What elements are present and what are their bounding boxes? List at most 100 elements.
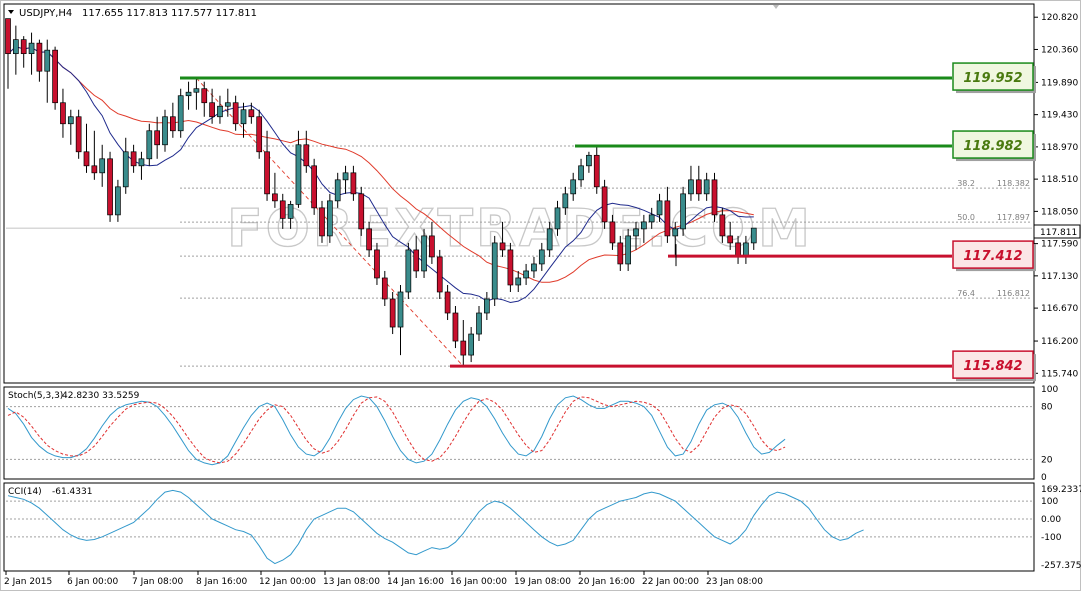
time-tick-label: 20 Jan 16:00 bbox=[578, 577, 635, 587]
candle bbox=[99, 144, 106, 187]
candle-body bbox=[609, 221, 616, 244]
time-tick-label: 2 Jan 2015 bbox=[4, 577, 52, 587]
candle-body bbox=[664, 200, 671, 237]
candle-body bbox=[311, 165, 317, 209]
candle-body bbox=[240, 109, 247, 125]
candle bbox=[397, 284, 404, 356]
candle-body bbox=[256, 116, 263, 153]
candle bbox=[279, 193, 286, 229]
support-level: 117.412 bbox=[668, 240, 1036, 272]
candle bbox=[67, 109, 74, 145]
candle bbox=[201, 81, 208, 117]
candle bbox=[146, 123, 153, 166]
chevron-down-icon[interactable] bbox=[773, 5, 779, 9]
candle bbox=[436, 249, 443, 299]
level-label: 117.412 bbox=[963, 249, 1022, 264]
candle-body bbox=[719, 214, 726, 237]
candle bbox=[703, 172, 710, 201]
time-tick-label: 12 Jan 00:00 bbox=[259, 577, 316, 587]
candle-body bbox=[578, 165, 584, 181]
candle bbox=[491, 235, 498, 306]
cci-line bbox=[7, 489, 864, 565]
candle-body bbox=[405, 249, 412, 293]
candle-body bbox=[625, 235, 632, 265]
ohlc-readout: 117.655 117.813 117.577 117.811 bbox=[82, 8, 257, 19]
cci-axis: 169.2337 100 0.00 -100 -257.3755 bbox=[1041, 485, 1081, 571]
time-tick-label: 8 Jan 16:00 bbox=[196, 577, 248, 587]
candle-body bbox=[209, 102, 215, 118]
stochastic-title: Stoch(5,3,3) bbox=[8, 391, 63, 401]
candle-body bbox=[201, 88, 208, 104]
cci-tick-label: -257.3755 bbox=[1041, 561, 1081, 571]
candle bbox=[264, 130, 270, 201]
current-price-marker: 117.811 bbox=[1033, 224, 1081, 239]
candle bbox=[224, 88, 231, 117]
candle bbox=[593, 146, 600, 194]
candle bbox=[484, 291, 490, 321]
price-tick-label: 120.360 bbox=[1041, 45, 1078, 55]
candle-body bbox=[523, 270, 529, 279]
candle-body bbox=[350, 172, 357, 195]
candle-body bbox=[452, 312, 459, 342]
candle-body bbox=[680, 193, 686, 230]
chart-header: USDJPY,H4 117.655 117.813 117.577 117.81… bbox=[8, 8, 257, 19]
candle bbox=[523, 263, 529, 285]
candle bbox=[476, 306, 482, 342]
price-tick-label: 118.510 bbox=[1041, 175, 1078, 185]
candle-body bbox=[648, 214, 655, 223]
candle bbox=[648, 207, 655, 229]
candle-body bbox=[586, 154, 592, 167]
candle-body bbox=[397, 291, 404, 328]
candle bbox=[664, 186, 671, 243]
candle bbox=[44, 39, 51, 103]
chevron-down-icon[interactable] bbox=[8, 10, 14, 14]
candle-body bbox=[75, 116, 82, 153]
stochastic-signal-line bbox=[7, 396, 786, 464]
cci-line bbox=[6, 489, 1032, 565]
candle-body bbox=[28, 42, 35, 55]
price-tick-label: 116.200 bbox=[1041, 337, 1078, 347]
candle bbox=[303, 130, 310, 173]
candle bbox=[130, 144, 137, 173]
candle bbox=[389, 291, 396, 335]
candle bbox=[295, 130, 302, 208]
candle bbox=[20, 36, 27, 68]
cci-title: CCI(14) bbox=[8, 487, 42, 497]
stochastic-tick-label: 0 bbox=[1041, 473, 1047, 483]
candle-body bbox=[20, 39, 27, 55]
candle-body bbox=[703, 179, 710, 195]
candle bbox=[546, 221, 553, 257]
candle-body bbox=[177, 95, 184, 132]
time-tick-label: 7 Jan 08:00 bbox=[132, 577, 184, 587]
price-pane: 120.820 120.360 119.890 119.430 118.970 118.5… bbox=[3, 3, 1081, 384]
candle bbox=[60, 88, 66, 138]
candle bbox=[554, 200, 561, 236]
candle bbox=[115, 179, 121, 222]
fib-level-label: 38.2 bbox=[957, 179, 975, 188]
candle bbox=[680, 186, 686, 236]
price-axis: 120.820 120.360 119.890 119.430 118.970 118.5… bbox=[1034, 13, 1078, 379]
candle-body bbox=[287, 204, 294, 219]
candle bbox=[374, 242, 380, 285]
level-label-box bbox=[952, 62, 1034, 91]
candle-body bbox=[193, 88, 200, 93]
candle bbox=[256, 109, 263, 159]
candle-body bbox=[413, 249, 420, 272]
level-label-box bbox=[952, 350, 1034, 379]
candle-body bbox=[264, 151, 270, 195]
stochastic-tick-label: 80 bbox=[1041, 403, 1053, 413]
candle-body bbox=[91, 165, 98, 174]
candle-body bbox=[272, 193, 278, 202]
candle bbox=[107, 151, 113, 222]
candle-body bbox=[444, 291, 451, 314]
price-tick-label: 116.670 bbox=[1041, 304, 1078, 314]
candle-body bbox=[562, 193, 569, 209]
candle-body bbox=[52, 49, 58, 104]
candle bbox=[177, 88, 184, 138]
candle-body bbox=[381, 277, 388, 300]
candle bbox=[711, 172, 718, 222]
fib-level-label: 50.0 bbox=[957, 213, 975, 222]
cci-tick-label: -100 bbox=[1041, 533, 1062, 543]
candle bbox=[287, 200, 294, 229]
